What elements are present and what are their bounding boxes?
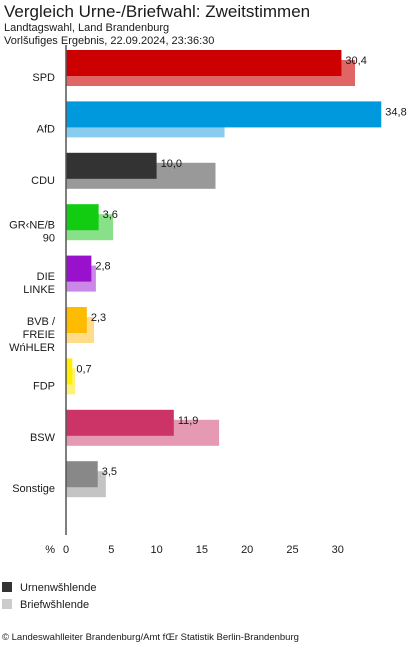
chart-subtitle: Landtagswahl, Land Brandenburg bbox=[4, 22, 170, 34]
bar-urnenwahl bbox=[66, 358, 73, 385]
value-label: 30,4 bbox=[345, 55, 366, 67]
legend-item-brief: Briefwšhlende bbox=[2, 598, 89, 612]
category-label: GR‹NE/B 90 bbox=[9, 220, 55, 245]
value-label: 2,8 bbox=[95, 261, 110, 273]
bar-urnenwahl bbox=[66, 50, 342, 76]
value-label: 11,9 bbox=[178, 415, 199, 427]
bar-urnenwahl bbox=[66, 255, 92, 282]
x-tick-label: 0 bbox=[63, 544, 69, 556]
x-tick-label: 5 bbox=[108, 544, 114, 556]
category-label: FDP bbox=[33, 380, 55, 392]
category-label: SPD bbox=[32, 72, 55, 84]
value-label: 3,5 bbox=[102, 466, 117, 478]
legend-swatch-brief bbox=[2, 599, 12, 609]
bar-urnenwahl bbox=[66, 152, 157, 179]
category-label: BSW bbox=[30, 432, 56, 444]
value-label: 0,7 bbox=[76, 363, 91, 375]
category-label: DIE LINKE bbox=[23, 271, 55, 296]
category-label: Sonstige bbox=[12, 483, 55, 495]
value-label: 2,3 bbox=[91, 312, 106, 324]
value-label: 3,6 bbox=[103, 209, 118, 221]
x-tick-label: 15 bbox=[196, 544, 208, 556]
category-label: AfD bbox=[37, 123, 55, 135]
legend-swatch-urne bbox=[2, 582, 12, 592]
value-label: 10,0 bbox=[161, 158, 182, 170]
bar-urnenwahl bbox=[66, 461, 98, 488]
legend-item-urne: Urnenwšhlende bbox=[2, 581, 96, 595]
value-label: 34,8 bbox=[385, 106, 406, 118]
bar-urnenwahl bbox=[66, 409, 174, 436]
source-credit: © Landeswahlleiter Brandenburg/Amt fŒr S… bbox=[2, 632, 299, 643]
chart-title: Vergleich Urne-/Briefwahl: Zweitstimmen bbox=[4, 2, 311, 21]
category-label: BVB / FREIE WńHLER bbox=[9, 316, 56, 354]
category-label: CDU bbox=[31, 175, 55, 187]
legend-label-brief: Briefwšhlende bbox=[20, 599, 90, 611]
x-tick-label: 25 bbox=[286, 544, 298, 556]
x-axis-unit: % bbox=[45, 544, 55, 556]
x-tick-label: 20 bbox=[241, 544, 253, 556]
legend-label-urne: Urnenwšhlende bbox=[20, 582, 97, 594]
bar-urnenwahl bbox=[66, 101, 382, 128]
bar-urnenwahl bbox=[66, 307, 87, 333]
result-status: Vorlšufiges Ergebnis, 22.09.2024, 23:36:… bbox=[4, 35, 215, 47]
bar-chart: 30,4 SPD 34,8 AfD 10,0 CDU 3,6 GR‹NE/B 90 2,8 DIE L… bbox=[9, 45, 407, 556]
x-tick-label: 30 bbox=[332, 544, 344, 556]
x-tick-label: 10 bbox=[150, 544, 162, 556]
bar-urnenwahl bbox=[66, 204, 99, 231]
